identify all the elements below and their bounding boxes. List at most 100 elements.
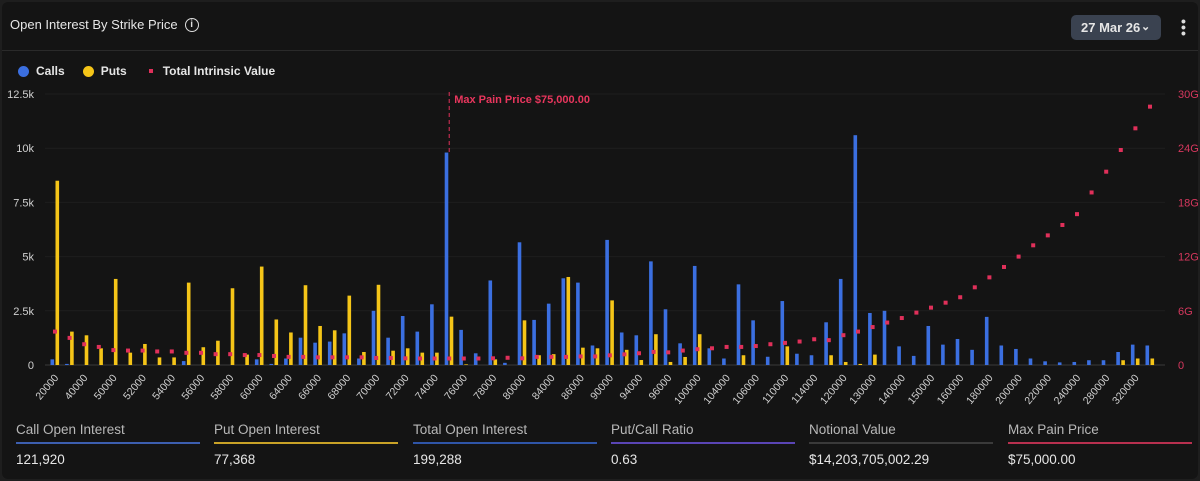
x-tick-label: 68000 (325, 372, 353, 402)
put-bar (1121, 360, 1125, 365)
x-tick-label: 84000 (530, 372, 558, 402)
call-bar (1072, 361, 1077, 365)
intrinsic-point (826, 338, 831, 343)
put-bar (318, 325, 322, 365)
call-bar (1043, 361, 1047, 365)
call-bar (634, 335, 639, 365)
put-bar (435, 352, 439, 365)
call-bar (1014, 348, 1018, 365)
put-bar (230, 288, 235, 365)
intrinsic-point (885, 320, 890, 325)
call-bar (1101, 360, 1106, 365)
put-bar (303, 285, 308, 365)
x-tick-label: 66000 (296, 372, 324, 402)
card-header: Open Interest By Strike Price i 27 Mar 2… (2, 2, 1198, 51)
expiry-date-select[interactable]: 27 Mar 26 ⌄ (1071, 15, 1161, 40)
put-bar (157, 357, 162, 365)
call-bar (1028, 358, 1033, 365)
stat-value: 199,288 (413, 452, 462, 467)
more-options-icon[interactable]: • • • (1181, 13, 1186, 41)
put-bar (873, 354, 877, 365)
intrinsic-point (841, 333, 846, 338)
call-bar (765, 356, 770, 365)
put-bar (624, 349, 629, 365)
intrinsic-point (505, 355, 510, 360)
put-bar (274, 319, 279, 365)
intrinsic-point (447, 356, 452, 361)
intrinsic-point (1089, 190, 1094, 195)
y-tick-label: 7.5k (13, 197, 34, 209)
call-bar (911, 355, 916, 365)
y-tick-label: 12.5k (7, 89, 34, 101)
intrinsic-point (199, 350, 203, 355)
stat-underline (809, 442, 993, 444)
call-bar (473, 353, 478, 365)
put-bar (595, 348, 600, 365)
intrinsic-point (797, 339, 802, 344)
call-bar (868, 312, 872, 365)
x-tick-label: 40000 (63, 372, 91, 402)
put-bar (405, 348, 410, 365)
intrinsic-point (578, 354, 583, 359)
call-bar (65, 363, 69, 365)
x-tick-label: 86000 (559, 372, 587, 402)
call-bar (1116, 351, 1120, 365)
info-icon[interactable]: i (184, 17, 199, 32)
intrinsic-point (359, 355, 364, 360)
call-bar (941, 344, 945, 365)
put-bar (376, 284, 381, 365)
intrinsic-point (169, 349, 174, 354)
legend-item-puts[interactable]: Puts (82, 64, 127, 78)
call-bar (415, 331, 420, 365)
x-tick-label: 150000 (906, 372, 938, 407)
card-title-group: Open Interest By Strike Price i (10, 17, 199, 32)
call-bar (269, 363, 274, 365)
put-bar (566, 276, 571, 365)
put-bar (668, 361, 673, 365)
put-bar (858, 363, 863, 365)
call-bar (503, 362, 507, 365)
x-tick-label: 220000 (1022, 372, 1054, 407)
intrinsic-point (870, 325, 875, 330)
put-bar (70, 331, 74, 365)
y2-tick-label: 18G (1178, 197, 1199, 209)
intrinsic-point (564, 354, 568, 359)
intrinsic-point (680, 348, 685, 353)
put-bar (464, 364, 468, 365)
intrinsic-point (257, 353, 262, 358)
stat-label: Put Open Interest (214, 422, 320, 437)
intrinsic-point (374, 355, 379, 360)
x-tick-label: 74000 (413, 372, 441, 402)
intrinsic-point (330, 355, 335, 360)
intrinsic-point (53, 329, 57, 334)
put-bar (289, 332, 293, 365)
call-bar (678, 343, 682, 365)
intrinsic-point (593, 354, 598, 359)
legend-item-intrinsic[interactable]: Total Intrinsic Value (145, 64, 275, 78)
intrinsic-point (242, 353, 247, 358)
stat-label: Put/Call Ratio (611, 422, 694, 437)
intrinsic-point (315, 355, 320, 360)
legend-item-calls[interactable]: Calls (18, 64, 65, 78)
x-tick-label: 64000 (267, 372, 295, 402)
put-bar (143, 343, 147, 365)
call-bar (1057, 362, 1062, 365)
intrinsic-point (111, 348, 116, 353)
intrinsic-point (1060, 222, 1065, 227)
put-bar (1150, 358, 1155, 365)
y2-tick-label: 12G (1178, 252, 1199, 264)
intrinsic-square-icon (148, 69, 153, 73)
x-tick-label: 100000 (672, 372, 704, 407)
intrinsic-point (1118, 148, 1123, 153)
put-bar (843, 361, 848, 365)
y-tick-label: 2.5k (13, 306, 34, 318)
intrinsic-point (739, 344, 744, 349)
stat-underline (16, 442, 200, 444)
intrinsic-point (856, 329, 860, 334)
put-bar (610, 300, 614, 365)
put-bar (216, 340, 220, 365)
call-bar (181, 361, 186, 365)
intrinsic-point (622, 352, 627, 357)
x-tick-label: 50000 (92, 372, 120, 402)
